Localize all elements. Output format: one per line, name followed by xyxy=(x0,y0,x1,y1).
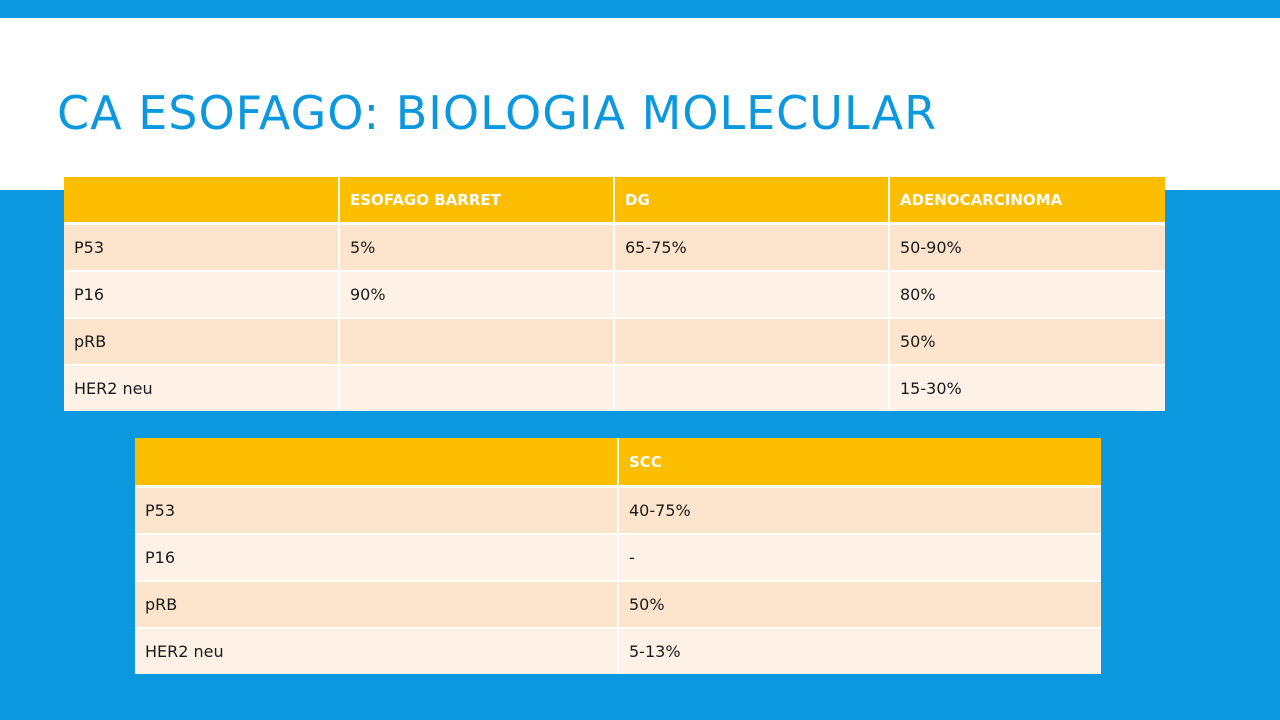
table-row: P53 5% 65-75% 50-90% xyxy=(64,223,1165,272)
table-row: pRB 50% xyxy=(64,318,1165,366)
marker-table-scc: SCC P53 40-75% P16 - pRB 50% HER2 neu 5-… xyxy=(135,438,1101,674)
header-cell-scc: SCC xyxy=(618,438,1101,488)
table-row: P53 40-75% xyxy=(135,486,1101,535)
row-label: P53 xyxy=(64,223,340,272)
header-cell-dg: DG xyxy=(614,177,890,225)
slide-title: CA ESOFAGO: BIOLOGIA MOLECULAR xyxy=(57,86,938,140)
table-cell: 80% xyxy=(889,271,1165,319)
row-label: HER2 neu xyxy=(135,628,619,674)
table-cell xyxy=(339,365,615,411)
table-row: HER2 neu 15-30% xyxy=(64,365,1165,411)
table-cell xyxy=(614,365,890,411)
row-label: P53 xyxy=(135,486,619,535)
table-row: pRB 50% xyxy=(135,581,1101,629)
table-cell: 40-75% xyxy=(618,486,1101,535)
header-cell-adenocarcinoma: ADENOCARCINOMA xyxy=(889,177,1165,225)
header-cell-esofago-barret: ESOFAGO BARRET xyxy=(339,177,615,225)
title-band xyxy=(0,18,1280,190)
header-cell-empty xyxy=(135,438,619,488)
table-header-row: ESOFAGO BARRET DG ADENOCARCINOMA xyxy=(64,177,1165,225)
row-label: HER2 neu xyxy=(64,365,340,411)
table-cell: 5-13% xyxy=(618,628,1101,674)
table-cell: 50% xyxy=(618,581,1101,629)
table-cell: 5% xyxy=(339,223,615,272)
table-cell: 15-30% xyxy=(889,365,1165,411)
table-cell xyxy=(614,271,890,319)
table-cell: 90% xyxy=(339,271,615,319)
table-row: P16 - xyxy=(135,534,1101,582)
table-row: HER2 neu 5-13% xyxy=(135,628,1101,674)
table-header-row: SCC xyxy=(135,438,1101,488)
table-cell: 50% xyxy=(889,318,1165,366)
table-cell xyxy=(339,318,615,366)
top-accent-strip xyxy=(0,0,1280,18)
marker-table-adenocarcinoma: ESOFAGO BARRET DG ADENOCARCINOMA P53 5% … xyxy=(64,177,1165,411)
table-cell: - xyxy=(618,534,1101,582)
table-cell: 50-90% xyxy=(889,223,1165,272)
row-label: P16 xyxy=(64,271,340,319)
row-label: pRB xyxy=(135,581,619,629)
row-label: P16 xyxy=(135,534,619,582)
header-cell-empty xyxy=(64,177,340,225)
row-label: pRB xyxy=(64,318,340,366)
table-cell xyxy=(614,318,890,366)
table-row: P16 90% 80% xyxy=(64,271,1165,319)
table-cell: 65-75% xyxy=(614,223,890,272)
